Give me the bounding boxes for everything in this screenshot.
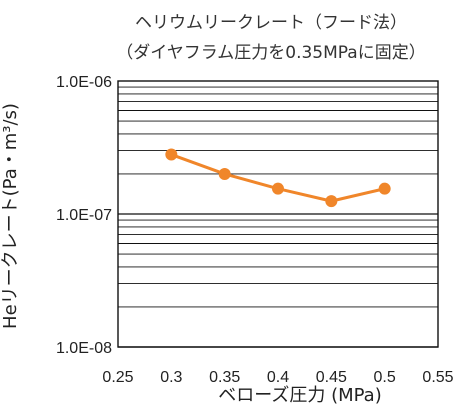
x-tick-label: 0.55	[422, 369, 453, 386]
x-axis-title: ベローズ圧力 (MPa)	[218, 385, 381, 406]
data-point	[378, 182, 391, 195]
data-point	[218, 167, 231, 180]
x-tick-label: 0.25	[102, 369, 133, 386]
y-tick-label: 1.0E-07	[56, 207, 112, 224]
data-point	[325, 195, 338, 208]
data-point	[272, 182, 284, 195]
plot-frame	[117, 80, 439, 348]
y-axis-title: Heリークレート(Pa・m³/s)	[0, 103, 21, 329]
x-tick-labels: 0.25 0.3 0.35 0.4 0.45 0.5 0.55	[102, 369, 453, 386]
series-points	[165, 148, 391, 208]
grid-lines	[118, 86, 438, 348]
chart-title: ヘリウムリークレート（フード法）	[135, 13, 407, 33]
y-tick-label: 1.0E-06	[56, 74, 112, 91]
x-tick-label: 0.3	[160, 369, 182, 386]
chart-subtitle: （ダイヤフラム圧力を0.35MPaに固定）	[116, 43, 425, 63]
x-tick-label: 0.4	[267, 369, 289, 386]
x-tick-label: 0.35	[209, 369, 240, 386]
y-tick-label: 1.0E-08	[56, 340, 112, 357]
y-tick-labels: 1.0E-06 1.0E-07 1.0E-08	[56, 74, 112, 357]
x-tick-label: 0.5	[374, 369, 396, 386]
x-tick-label: 0.45	[316, 369, 347, 386]
data-point	[165, 148, 178, 161]
